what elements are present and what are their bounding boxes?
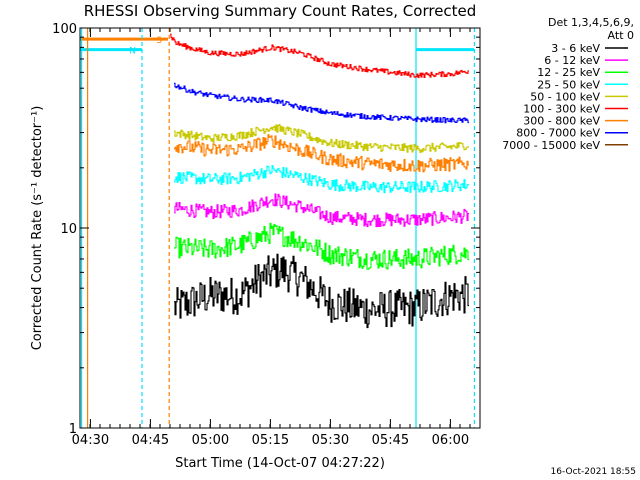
x-tick-label-1: 04:45 bbox=[132, 433, 169, 448]
legend-detector-line: Det 1,3,4,5,6,9, bbox=[548, 16, 634, 29]
legend-label-6: 300 - 800 keV bbox=[523, 115, 600, 128]
x-tick-label-6: 06:00 bbox=[432, 433, 469, 448]
x-tick-label-0: 04:30 bbox=[72, 433, 109, 448]
x-tick-label-5: 05:45 bbox=[372, 433, 409, 448]
legend-label-8: 7000 - 15000 keV bbox=[502, 139, 600, 152]
legend-label-1: 6 - 12 keV bbox=[544, 54, 600, 67]
legend-label-3: 25 - 50 keV bbox=[537, 78, 600, 91]
x-tick-label-4: 05:30 bbox=[312, 433, 349, 448]
legend-attenuator-line: Att 0 bbox=[608, 29, 634, 42]
series-line-7 bbox=[174, 82, 469, 124]
x-tick-label-2: 05:00 bbox=[192, 433, 229, 448]
legend-label-5: 100 - 300 keV bbox=[523, 103, 600, 116]
series-line-1 bbox=[174, 193, 469, 228]
x-tick-label-3: 05:15 bbox=[252, 433, 289, 448]
y-tick-label-1: 10 bbox=[60, 222, 77, 237]
marker-flag-label-1: N bbox=[129, 47, 136, 57]
legend-label-2: 12 - 25 keV bbox=[537, 66, 600, 79]
marker-flag-label-0: S bbox=[156, 36, 162, 46]
footer-date: 16-Oct-2021 18:55 bbox=[551, 467, 636, 477]
series-line-6 bbox=[174, 134, 469, 173]
x-axis: 04:30 04:45 05:00 05:15 05:30 05:45 06:00 bbox=[72, 28, 481, 448]
series-line-2 bbox=[174, 222, 469, 270]
legend-label-0: 3 - 6 keV bbox=[551, 42, 600, 55]
y-tick-label-2: 100 bbox=[52, 22, 77, 37]
series-line-5 bbox=[170, 33, 469, 79]
chart-title: RHESSI Observing Summary Count Rates, Co… bbox=[84, 2, 477, 20]
series-line-4 bbox=[174, 124, 469, 153]
y-axis: 1 10 100 bbox=[52, 22, 480, 437]
legend-label-7: 800 - 7000 keV bbox=[516, 127, 600, 140]
x-axis-label: Start Time (14-Oct-07 04:27:22) bbox=[175, 456, 385, 471]
data-series bbox=[170, 33, 469, 329]
y-axis-label: Corrected Count Rate (s⁻¹ detector⁻¹) bbox=[30, 106, 45, 351]
series-line-3 bbox=[174, 165, 469, 194]
series-line-0 bbox=[174, 253, 469, 329]
y-tick-label-0: 1 bbox=[69, 422, 77, 437]
legend-label-4: 50 - 100 keV bbox=[530, 90, 600, 103]
